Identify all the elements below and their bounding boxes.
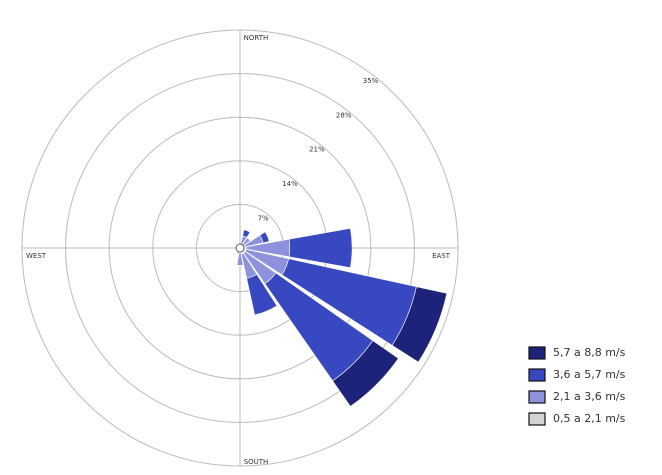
r-tick-label: 35% [363,77,379,85]
legend-swatch [528,346,546,360]
wedge [259,231,270,244]
r-tick-label: 7% [258,214,269,222]
wedge [246,273,278,316]
legend-swatch [528,412,546,426]
r-tick-label: 14% [282,180,298,188]
r-tick-label: 28% [336,111,352,119]
direction-label: EAST [432,252,451,260]
direction-label: NORTH [244,34,269,42]
r-tick-label: 21% [309,146,325,154]
wedge [391,286,448,363]
legend-label: 3,6 a 5,7 m/s [553,368,626,381]
center-hole [235,243,245,253]
wedge [288,227,353,269]
legend-swatch [528,390,546,404]
legend-swatch [528,368,546,382]
legend-label: 2,1 a 3,6 m/s [553,390,626,403]
wedge [242,229,251,238]
legend-label: 0,5 a 2,1 m/s [553,412,626,425]
wedge [236,252,244,266]
wedge [332,340,399,407]
direction-label: SOUTH [244,458,269,466]
legend-label: 5,7 a 8,8 m/s [553,346,626,359]
direction-label: WEST [26,252,47,260]
